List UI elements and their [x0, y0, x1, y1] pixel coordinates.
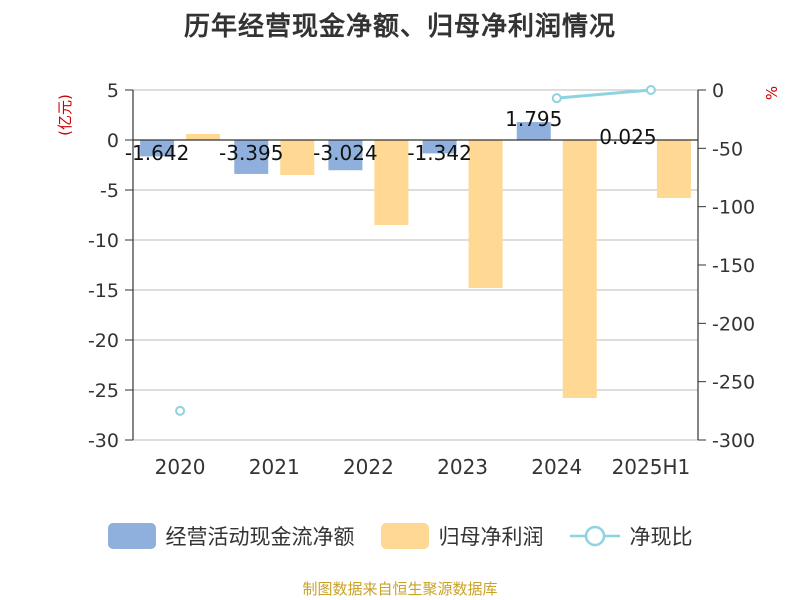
legend-item-ratio[interactable]: 净现比 [569, 521, 693, 551]
x-tick-label: 2024 [531, 455, 582, 479]
right-tick-label: -200 [712, 313, 755, 335]
cash-flow-data-label: -1.642 [125, 141, 189, 165]
cash-flow-data-label: 1.795 [505, 107, 562, 131]
cash-flow-bar [422, 140, 457, 154]
ratio-point [551, 93, 562, 104]
source-note: 制图数据来自恒生聚源数据库 [302, 580, 498, 598]
chart-legend: 经营活动现金流净额 归母净利润 净现比 [0, 518, 800, 554]
net-profit-bar [280, 140, 315, 175]
left-tick-label: -30 [88, 430, 119, 452]
x-tick-label: 2022 [343, 455, 394, 479]
legend-label-cash-flow: 经营活动现金流净额 [165, 525, 355, 549]
x-tick-label: 2020 [155, 455, 206, 479]
left-tick-label: -25 [88, 380, 119, 402]
legend-label-ratio: 净现比 [629, 525, 693, 549]
net-profit-bar [562, 140, 597, 398]
cash-flow-bar [328, 140, 363, 171]
x-tick-label: 2021 [249, 455, 300, 479]
chart-title: 历年经营现金净额、归母净利润情况 [183, 12, 616, 42]
cash-flow-bar [140, 140, 175, 157]
line-circle-marker-icon [569, 525, 620, 547]
cash-flow-bar [516, 122, 551, 140]
net-profit-bar [374, 140, 409, 225]
cash-flow-data-label: -3.395 [219, 141, 283, 165]
right-tick-label: -300 [712, 430, 755, 452]
cash-flow-data-label: -3.024 [313, 141, 377, 165]
net-profit-bar [186, 134, 221, 140]
cash-flow-bar [234, 140, 269, 174]
left-tick-label: -10 [88, 230, 119, 252]
ratio-point [645, 85, 656, 95]
left-axis-unit: (亿元) [56, 94, 74, 136]
left-tick-label: 0 [107, 130, 119, 152]
legend-label-net-profit: 归母净利润 [438, 525, 544, 549]
cash-flow-data-label: -1.342 [407, 141, 471, 165]
right-tick-label: -150 [712, 255, 755, 277]
net-profit-bar [656, 140, 691, 198]
cash-flow-data-label: 0.025 [599, 125, 656, 149]
left-tick-label: -5 [100, 180, 119, 202]
right-tick-label: -100 [712, 197, 755, 219]
bar-swatch-orange-icon [380, 523, 429, 549]
right-tick-label: -50 [712, 138, 743, 160]
right-axis-unit: % [763, 86, 781, 100]
right-tick-label: 0 [712, 80, 724, 102]
net-profit-bar [468, 140, 503, 288]
x-tick-label: 2023 [437, 455, 488, 479]
left-tick-label: -20 [88, 330, 119, 352]
legend-item-cash-flow[interactable]: 经营活动现金流净额 [107, 521, 355, 551]
legend-item-net-profit[interactable]: 归母净利润 [380, 521, 544, 551]
left-tick-label: 5 [107, 80, 119, 102]
left-tick-label: -15 [88, 280, 119, 302]
right-tick-label: -250 [712, 372, 755, 394]
ratio-line-segment [556, 88, 652, 100]
x-tick-label: 2025H1 [612, 455, 691, 479]
ratio-point [175, 405, 186, 416]
bar-swatch-blue-icon [107, 523, 156, 549]
